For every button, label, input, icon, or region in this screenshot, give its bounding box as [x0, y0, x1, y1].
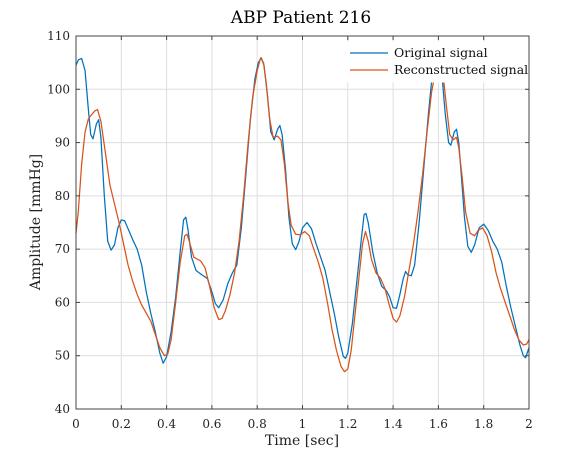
legend-box	[343, 41, 525, 83]
x-tick-label: 0.6	[202, 417, 221, 431]
x-tick-label: 1.8	[474, 417, 493, 431]
x-tick-label: 0	[72, 417, 80, 431]
x-tick-label: 0.8	[248, 417, 267, 431]
legend-label-reconstructed-signal: Reconstructed signal	[394, 62, 528, 77]
axes	[75, 35, 530, 410]
legend-label-original-signal: Original signal	[394, 45, 488, 60]
legend: Original signal Reconstructed signal	[343, 41, 528, 83]
y-tick-label: 90	[55, 136, 70, 150]
x-tick-label: 0.2	[112, 417, 131, 431]
y-tick-label: 110	[47, 29, 70, 43]
y-tick-label: 40	[55, 402, 70, 416]
y-axis-label: Amplitude [mmHg]	[28, 154, 44, 291]
chart-title: ABP Patient 216	[230, 8, 371, 28]
y-tick-label: 100	[47, 82, 70, 96]
y-tick-label: 50	[55, 349, 70, 363]
tick-labels: 0 0.2 0.4 0.6 0.8 1 1.2 1.4 1.6 1.8 2 40 50 60 70 80 90 1…	[47, 29, 533, 431]
x-tick-label: 1.4	[384, 417, 403, 431]
series-lines	[75, 57, 530, 373]
x-axis-label: Time [sec]	[265, 433, 339, 449]
plot-frame	[75, 35, 530, 410]
x-tick-label: 1.2	[338, 417, 357, 431]
series-line-reconstructed-signal	[75, 57, 530, 373]
x-tick-label: 1	[299, 417, 307, 431]
y-tick-label: 60	[55, 295, 70, 309]
x-tick-label: 1.6	[429, 417, 448, 431]
y-tick-label: 80	[55, 189, 70, 203]
x-tick-label: 0.4	[157, 417, 176, 431]
y-tick-label: 70	[55, 242, 70, 256]
x-tick-label: 2	[525, 417, 533, 431]
